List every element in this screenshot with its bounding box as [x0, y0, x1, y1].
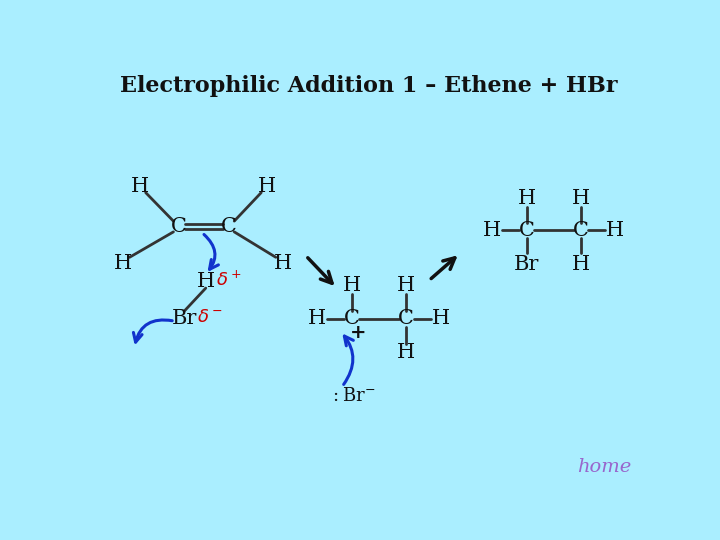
Text: Electrophilic Addition 1 – Ethene + HBr: Electrophilic Addition 1 – Ethene + HBr	[120, 76, 618, 97]
Text: C: C	[398, 309, 414, 328]
Text: $\mathregular{:Br^{-}}$: $\mathregular{:Br^{-}}$	[329, 387, 375, 405]
Text: C: C	[519, 221, 535, 240]
FancyArrowPatch shape	[431, 258, 455, 279]
Text: $\delta^-$: $\delta^-$	[197, 308, 222, 326]
Text: H: H	[197, 273, 215, 292]
Text: C: C	[344, 309, 360, 328]
Text: H: H	[130, 177, 148, 196]
Text: Br: Br	[171, 309, 197, 328]
Text: H: H	[572, 255, 590, 274]
Text: H: H	[274, 254, 292, 273]
Text: H: H	[258, 177, 276, 196]
Text: Br: Br	[514, 255, 539, 274]
FancyArrowPatch shape	[343, 336, 354, 384]
FancyArrowPatch shape	[307, 258, 332, 284]
Text: H: H	[432, 309, 451, 328]
Text: H: H	[343, 275, 361, 294]
Text: H: H	[572, 188, 590, 207]
Text: $\delta^+$: $\delta^+$	[216, 271, 242, 290]
Text: home: home	[577, 458, 631, 476]
Text: C: C	[221, 217, 237, 236]
Text: H: H	[397, 343, 415, 362]
Text: H: H	[518, 188, 536, 207]
Text: +: +	[350, 324, 366, 342]
Text: H: H	[397, 275, 415, 294]
Text: H: H	[307, 309, 325, 328]
FancyArrowPatch shape	[204, 234, 218, 269]
Text: H: H	[483, 221, 501, 240]
Text: C: C	[573, 221, 589, 240]
FancyArrowPatch shape	[133, 320, 172, 342]
Text: H: H	[114, 254, 132, 273]
Text: H: H	[606, 221, 624, 240]
Text: C: C	[171, 217, 186, 236]
